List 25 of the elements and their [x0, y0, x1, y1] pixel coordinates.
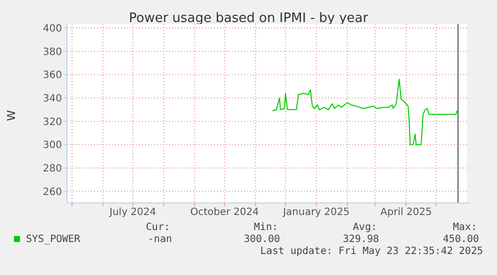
y-tick-label: 400 [42, 24, 62, 34]
legend-label: SYS_POWER [26, 234, 82, 245]
line-series [272, 78, 459, 146]
x-tick-label: July 2024 [108, 207, 156, 218]
y-tick-label: 260 [42, 186, 62, 198]
y-tick-label: 380 [42, 46, 62, 58]
text: Min: [254, 222, 278, 233]
y-tick-label: 300 [42, 140, 62, 152]
text: 450.00 [442, 234, 479, 245]
x-tick-label: April 2025 [380, 207, 432, 218]
text: 300.00 [244, 234, 280, 245]
x-tick-label: January 2025 [282, 207, 350, 218]
text: Avg: [352, 222, 377, 233]
y-tick-label: 340 [42, 94, 62, 104]
text: Cur: [146, 222, 170, 233]
text: -nan [148, 234, 172, 245]
text: 329.98 [342, 234, 379, 245]
y-axis-title: W [5, 110, 18, 121]
text: Max: [452, 222, 477, 233]
y-tick-label: 320 [42, 116, 62, 128]
text: Last update: Fri May 23 22:35:42 2025 [260, 246, 483, 257]
y-tick-label: 280 [42, 164, 62, 174]
y-tick-label: 360 [42, 70, 62, 82]
chart-title: Power usage based on IPMI - by year [128, 11, 369, 26]
x-tick-label: October 2024 [190, 207, 259, 218]
